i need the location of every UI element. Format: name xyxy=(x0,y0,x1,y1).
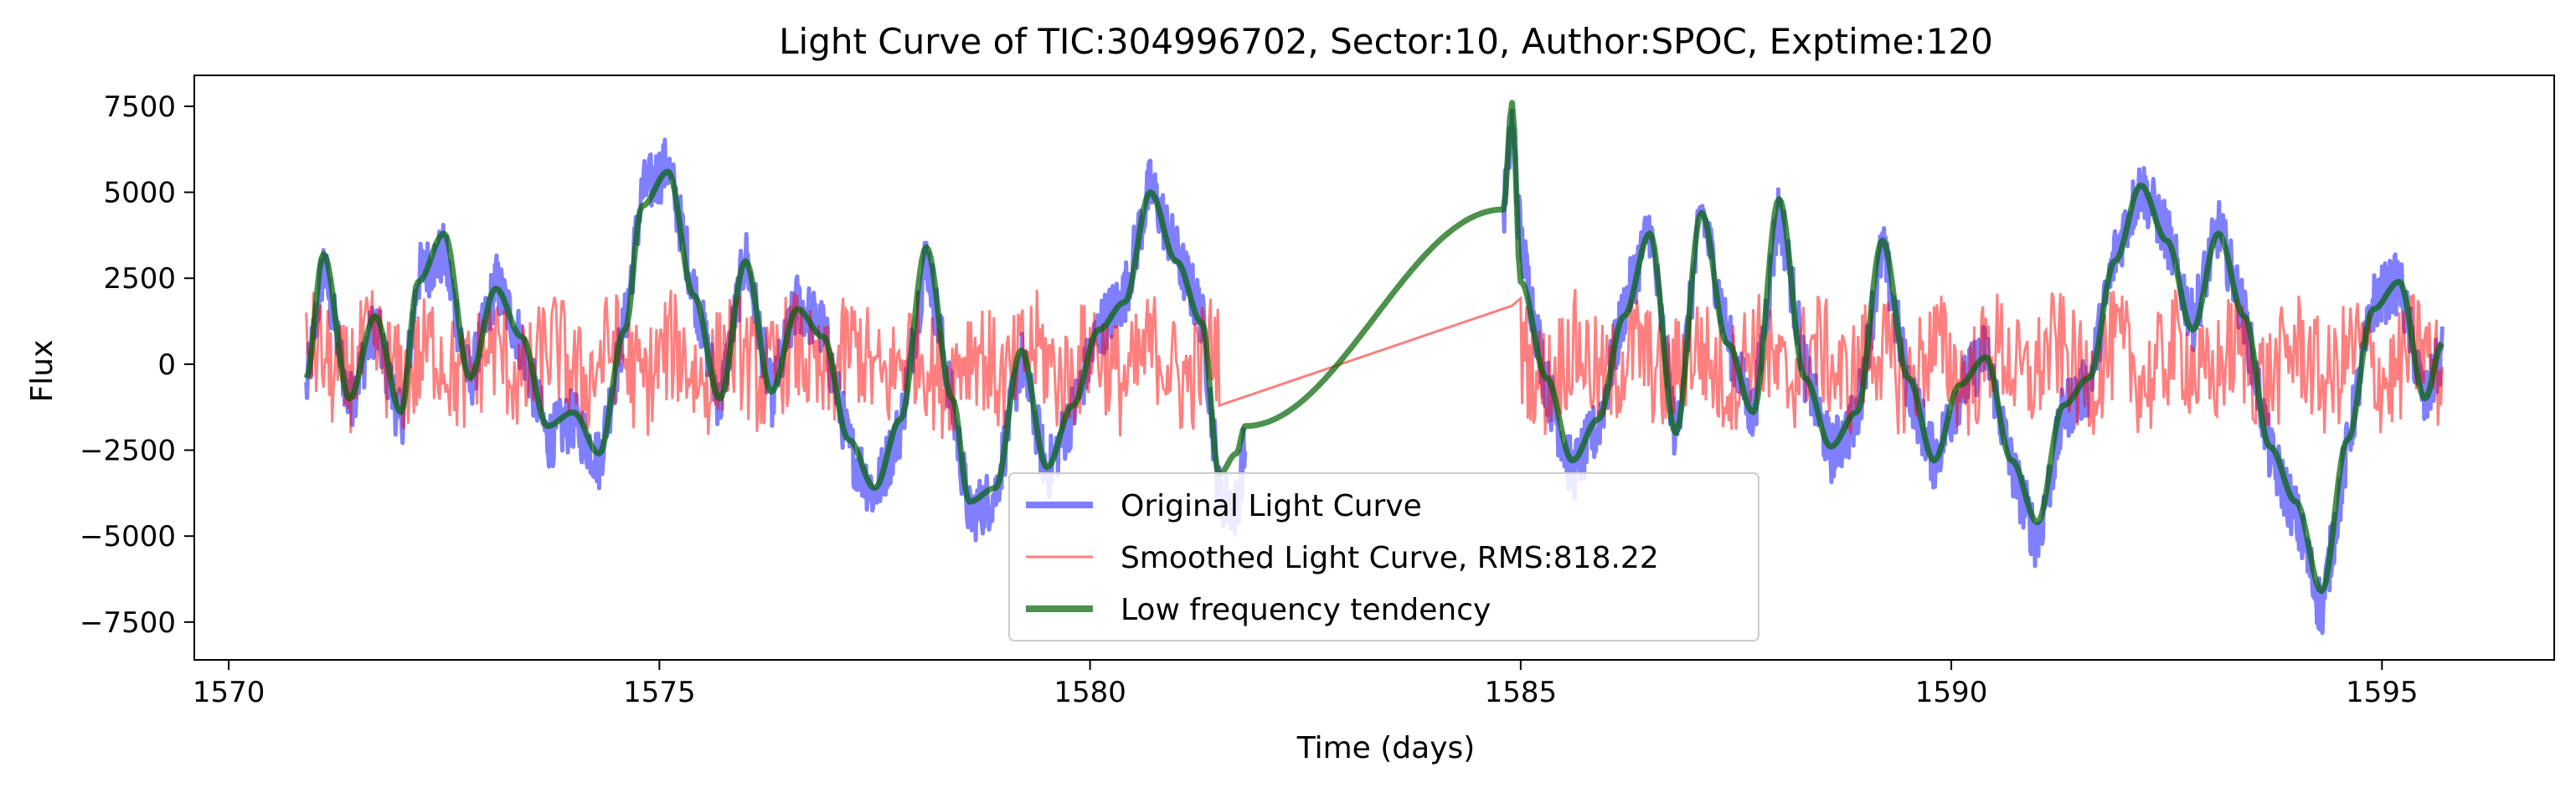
x-tick-label: 1585 xyxy=(1485,676,1558,709)
y-axis-title: Flux xyxy=(25,340,59,403)
chart-title: Light Curve of TIC:304996702, Sector:10,… xyxy=(779,21,1993,62)
x-axis-title: Time (days) xyxy=(1296,731,1476,765)
legend: Original Light Curve Smoothed Light Curv… xyxy=(1008,472,1759,641)
legend-label-original: Original Light Curve xyxy=(1121,489,1422,523)
axes: 1570 1575 1580 1585 1590 1595 −7500 −5000 −2500 0… xyxy=(80,75,2555,709)
x-tick-label: 1570 xyxy=(193,676,265,709)
y-tick-label: −5000 xyxy=(80,520,176,554)
legend-label-low-frequency: Low frequency tendency xyxy=(1121,593,1491,627)
y-tick-label: 0 xyxy=(157,348,176,382)
plot-area xyxy=(303,100,2445,636)
legend-label-smoothed: Smoothed Light Curve, RMS:818.22 xyxy=(1121,541,1659,575)
x-tick-label: 1590 xyxy=(1915,676,1988,709)
x-tick-label: 1575 xyxy=(623,676,696,709)
y-tick-label: −7500 xyxy=(80,606,176,640)
y-tick-label: 5000 xyxy=(103,177,176,210)
legend-box xyxy=(1008,472,1759,641)
series-low-frequency-tendency xyxy=(303,100,2445,595)
plot-frame xyxy=(193,75,2555,661)
y-tick-label: −2500 xyxy=(80,435,176,468)
x-tick-label: 1580 xyxy=(1054,676,1126,709)
y-tick-label: 2500 xyxy=(103,262,176,296)
y-tick-label: 7500 xyxy=(103,90,176,124)
series-smoothed-light-curve xyxy=(305,288,2444,440)
x-tick-label: 1595 xyxy=(2346,676,2419,709)
